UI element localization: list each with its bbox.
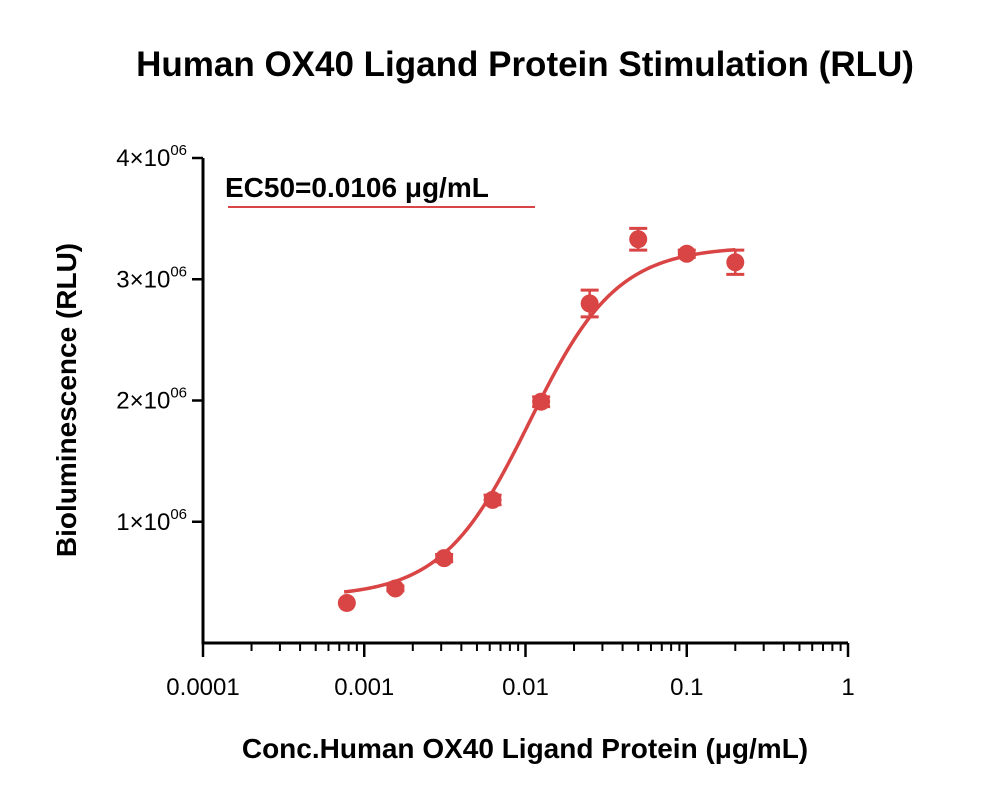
- x-tick-label: 0.1: [670, 674, 703, 701]
- data-point: [337, 593, 356, 612]
- x-tick-label: 0.0001: [166, 674, 239, 701]
- data-point: [435, 549, 454, 568]
- data-point: [629, 230, 648, 249]
- chart-title: Human OX40 Ligand Protein Stimulation (R…: [136, 45, 914, 84]
- fit-curve: [343, 247, 736, 594]
- x-tick-label: 0.001: [334, 674, 394, 701]
- data-point: [483, 490, 502, 509]
- ec50-annotation: EC50=0.0106 μg/mL: [225, 172, 535, 208]
- y-axis-label: Bioluminescence (RLU): [51, 243, 82, 557]
- data-point: [580, 294, 599, 313]
- ec50-label: EC50=0.0106 μg/mL: [225, 172, 489, 203]
- data-point: [532, 392, 551, 411]
- y-tick-label: 2×1006: [116, 385, 187, 415]
- x-tick-label: 0.01: [502, 674, 549, 701]
- data-point: [726, 253, 745, 272]
- y-tick-label: 4×1006: [116, 142, 187, 172]
- x-tick-label: 1: [841, 674, 854, 701]
- y-tick-label: 1×1006: [116, 506, 187, 536]
- data-point: [677, 244, 696, 263]
- y-tick-label: 3×1006: [116, 263, 187, 293]
- x-axis-label: Conc.Human OX40 Ligand Protein (μg/mL): [242, 733, 808, 764]
- data-marks: [337, 226, 745, 612]
- data-point: [386, 579, 405, 598]
- axes: 0.0001 0.001 0.01 0.1 1 1×1006 2×1006 3×1006 4×1…: [116, 142, 854, 701]
